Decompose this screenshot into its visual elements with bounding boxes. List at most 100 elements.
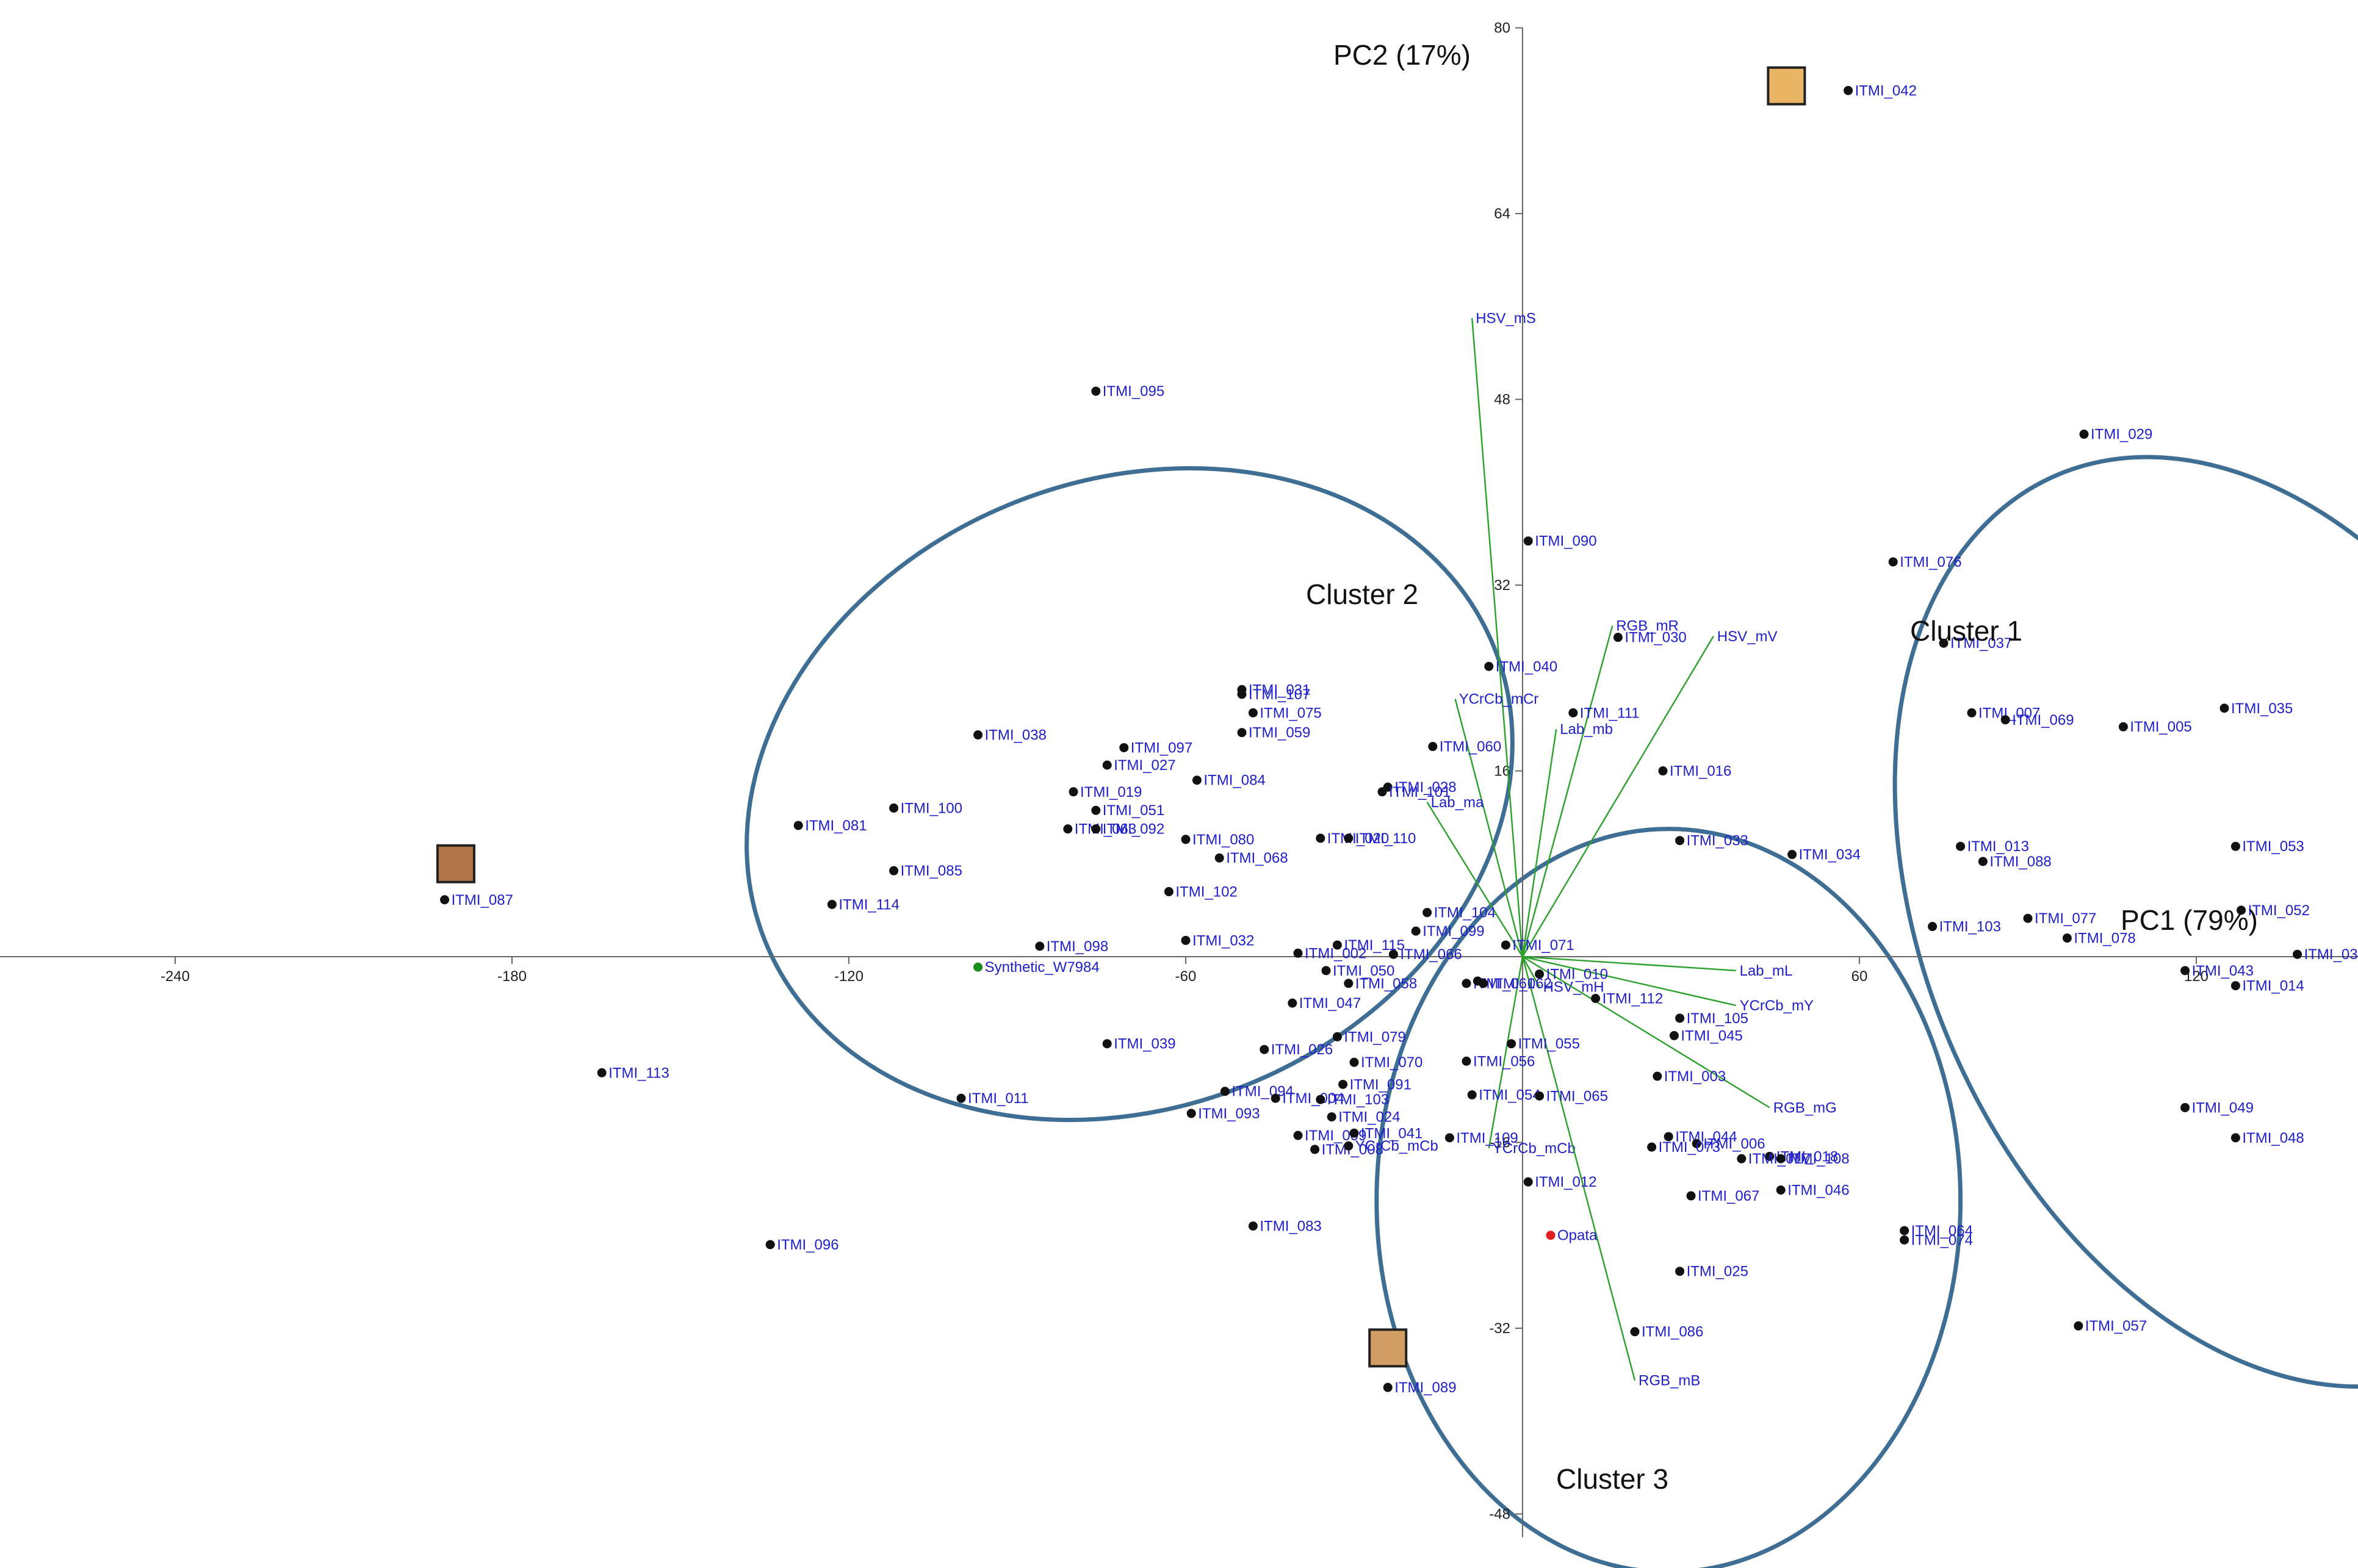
data-point — [1523, 1177, 1533, 1187]
x-axis-title: PC1 (79%) — [2121, 904, 2258, 936]
data-point-label: YCrCb_mCb — [1355, 1138, 1438, 1154]
loading-vector — [1454, 699, 1524, 957]
data-point-label: ITMI_113 — [608, 1065, 669, 1081]
loading-vector-label: RGB_mR — [1616, 618, 1679, 635]
data-point-label: ITMI_059 — [1249, 725, 1310, 741]
data-point — [1967, 708, 1977, 717]
data-point-label: ITMI_004 — [1282, 1090, 1344, 1107]
data-point-label: ITMI_018 — [1776, 1148, 1838, 1165]
data-point-label: ITMI_074 — [1911, 1232, 1973, 1248]
data-point-label: ITMI_076 — [1900, 554, 1961, 570]
data-point-label: ITMI_056 — [1473, 1053, 1535, 1070]
data-point — [1692, 1138, 1701, 1148]
loading-vector-label: Lab_ma — [1431, 794, 1484, 811]
loading-vector — [1471, 318, 1524, 957]
data-point-label: ITMI_102 — [1175, 883, 1237, 900]
data-point-label: ITMI_064 — [1911, 1223, 1973, 1239]
data-point — [1237, 689, 1247, 699]
loading-vector — [1488, 956, 1524, 1149]
data-point-label: ITMI_075 — [1260, 705, 1321, 721]
y-tick-label: 48 — [1494, 392, 1510, 408]
y-tick-label: 80 — [1494, 20, 1510, 37]
data-point-label: Opata — [1557, 1228, 1598, 1244]
data-point — [1568, 708, 1578, 717]
data-point — [1765, 1151, 1775, 1161]
data-point — [889, 803, 899, 813]
data-point — [1776, 1154, 1786, 1163]
loading-vector-label: YCrCb_mCr — [1459, 691, 1539, 708]
data-point-label: ITMI_013 — [1967, 838, 2029, 855]
data-point — [889, 866, 899, 876]
data-point — [1658, 766, 1668, 776]
data-point — [2219, 703, 2229, 713]
data-point — [1900, 1235, 1909, 1245]
data-point-label: ITMI_096 — [777, 1237, 838, 1253]
data-point-label: ITMI_103 — [1939, 919, 2001, 935]
data-point-label: ITMI_006 — [1703, 1135, 1765, 1152]
data-point-label: ITMI_027 — [1114, 757, 1175, 774]
data-point-label: ITMI_112 — [1603, 991, 1664, 1007]
data-point — [2230, 841, 2240, 851]
reference-square-marker — [1767, 66, 1806, 106]
data-point-label: ITMI_095 — [1103, 383, 1164, 400]
data-point-label: ITMI_107 — [1249, 686, 1310, 703]
data-point-label: ITMI_025 — [1687, 1264, 1748, 1280]
loading-vector — [1521, 956, 1636, 1381]
data-point-label: ITMI_014 — [2242, 978, 2304, 994]
data-point-label: ITMI_069 — [2012, 712, 2074, 728]
reference-square-marker — [436, 844, 475, 883]
data-point — [1338, 1079, 1348, 1089]
y-tick-label: -16 — [1489, 1134, 1510, 1151]
data-point — [2230, 1133, 2240, 1143]
data-point — [1675, 1013, 1685, 1023]
loading-vector-label: Lab_mb — [1560, 721, 1613, 738]
data-point — [2074, 1321, 2083, 1331]
data-point — [1332, 940, 1342, 950]
data-point-label: ITMI_066 — [1400, 946, 1462, 963]
data-point-label: ITMI_051 — [1103, 802, 1164, 819]
data-point — [1035, 941, 1045, 951]
data-point-label: ITMI_038 — [985, 727, 1047, 744]
data-point-label: ITMI_046 — [1787, 1182, 1849, 1199]
data-point — [2230, 981, 2240, 991]
data-point — [1591, 994, 1601, 1004]
data-point-label: ITMI_020 — [1327, 830, 1389, 847]
data-point-label: ITMI_047 — [1299, 995, 1361, 1012]
data-point — [1186, 1109, 1196, 1118]
data-point-label: ITMI_030 — [1624, 630, 1686, 646]
data-point-label: ITMI_086 — [1642, 1324, 1703, 1340]
data-point-label: ITMI_070 — [1361, 1054, 1422, 1071]
data-point-label: ITMI_067 — [1698, 1188, 1759, 1204]
data-point-label: ITMI_011 — [968, 1090, 1029, 1107]
data-point — [1344, 833, 1354, 843]
data-point-label: ITMI_043 — [2192, 963, 2254, 979]
reference-square-marker — [1368, 1328, 1408, 1368]
data-point-label: ITMI_010 — [1546, 966, 1608, 983]
data-point — [1260, 1045, 1269, 1054]
data-point-label: ITMI_053 — [2242, 838, 2304, 855]
data-point-label: ITMI_034 — [1799, 847, 1861, 863]
data-point-label: ITMI_049 — [2192, 1099, 2254, 1116]
data-point — [1181, 835, 1191, 844]
data-point-label: ITMI_088 — [1989, 854, 2051, 870]
data-point — [1523, 536, 1533, 546]
data-point — [1928, 922, 1938, 932]
data-point — [1069, 787, 1078, 797]
loading-vector-label: RGB_mB — [1639, 1373, 1700, 1389]
data-point-label: ITMI_090 — [1535, 533, 1596, 550]
data-point — [1091, 805, 1101, 815]
data-point — [1271, 1093, 1280, 1103]
data-point-label: ITMI_016 — [1670, 763, 1731, 780]
y-tick-label: -48 — [1489, 1506, 1510, 1522]
loading-vector — [1521, 956, 1540, 988]
data-point-label: ITMI_035 — [2231, 700, 2293, 717]
data-point — [1316, 1095, 1325, 1104]
data-point — [2180, 1102, 2190, 1112]
loading-vectors: HSV_mS RGB_mR HSV_mV YCrCb_mCr Lab_mb Lab_ma L… — [1426, 310, 1837, 1389]
data-point-label: ITMI_005 — [2130, 719, 2191, 735]
data-point — [1214, 853, 1224, 863]
data-point-label: ITMI_108 — [1787, 1151, 1849, 1167]
data-point — [1647, 1142, 1657, 1152]
data-point — [1091, 386, 1101, 396]
